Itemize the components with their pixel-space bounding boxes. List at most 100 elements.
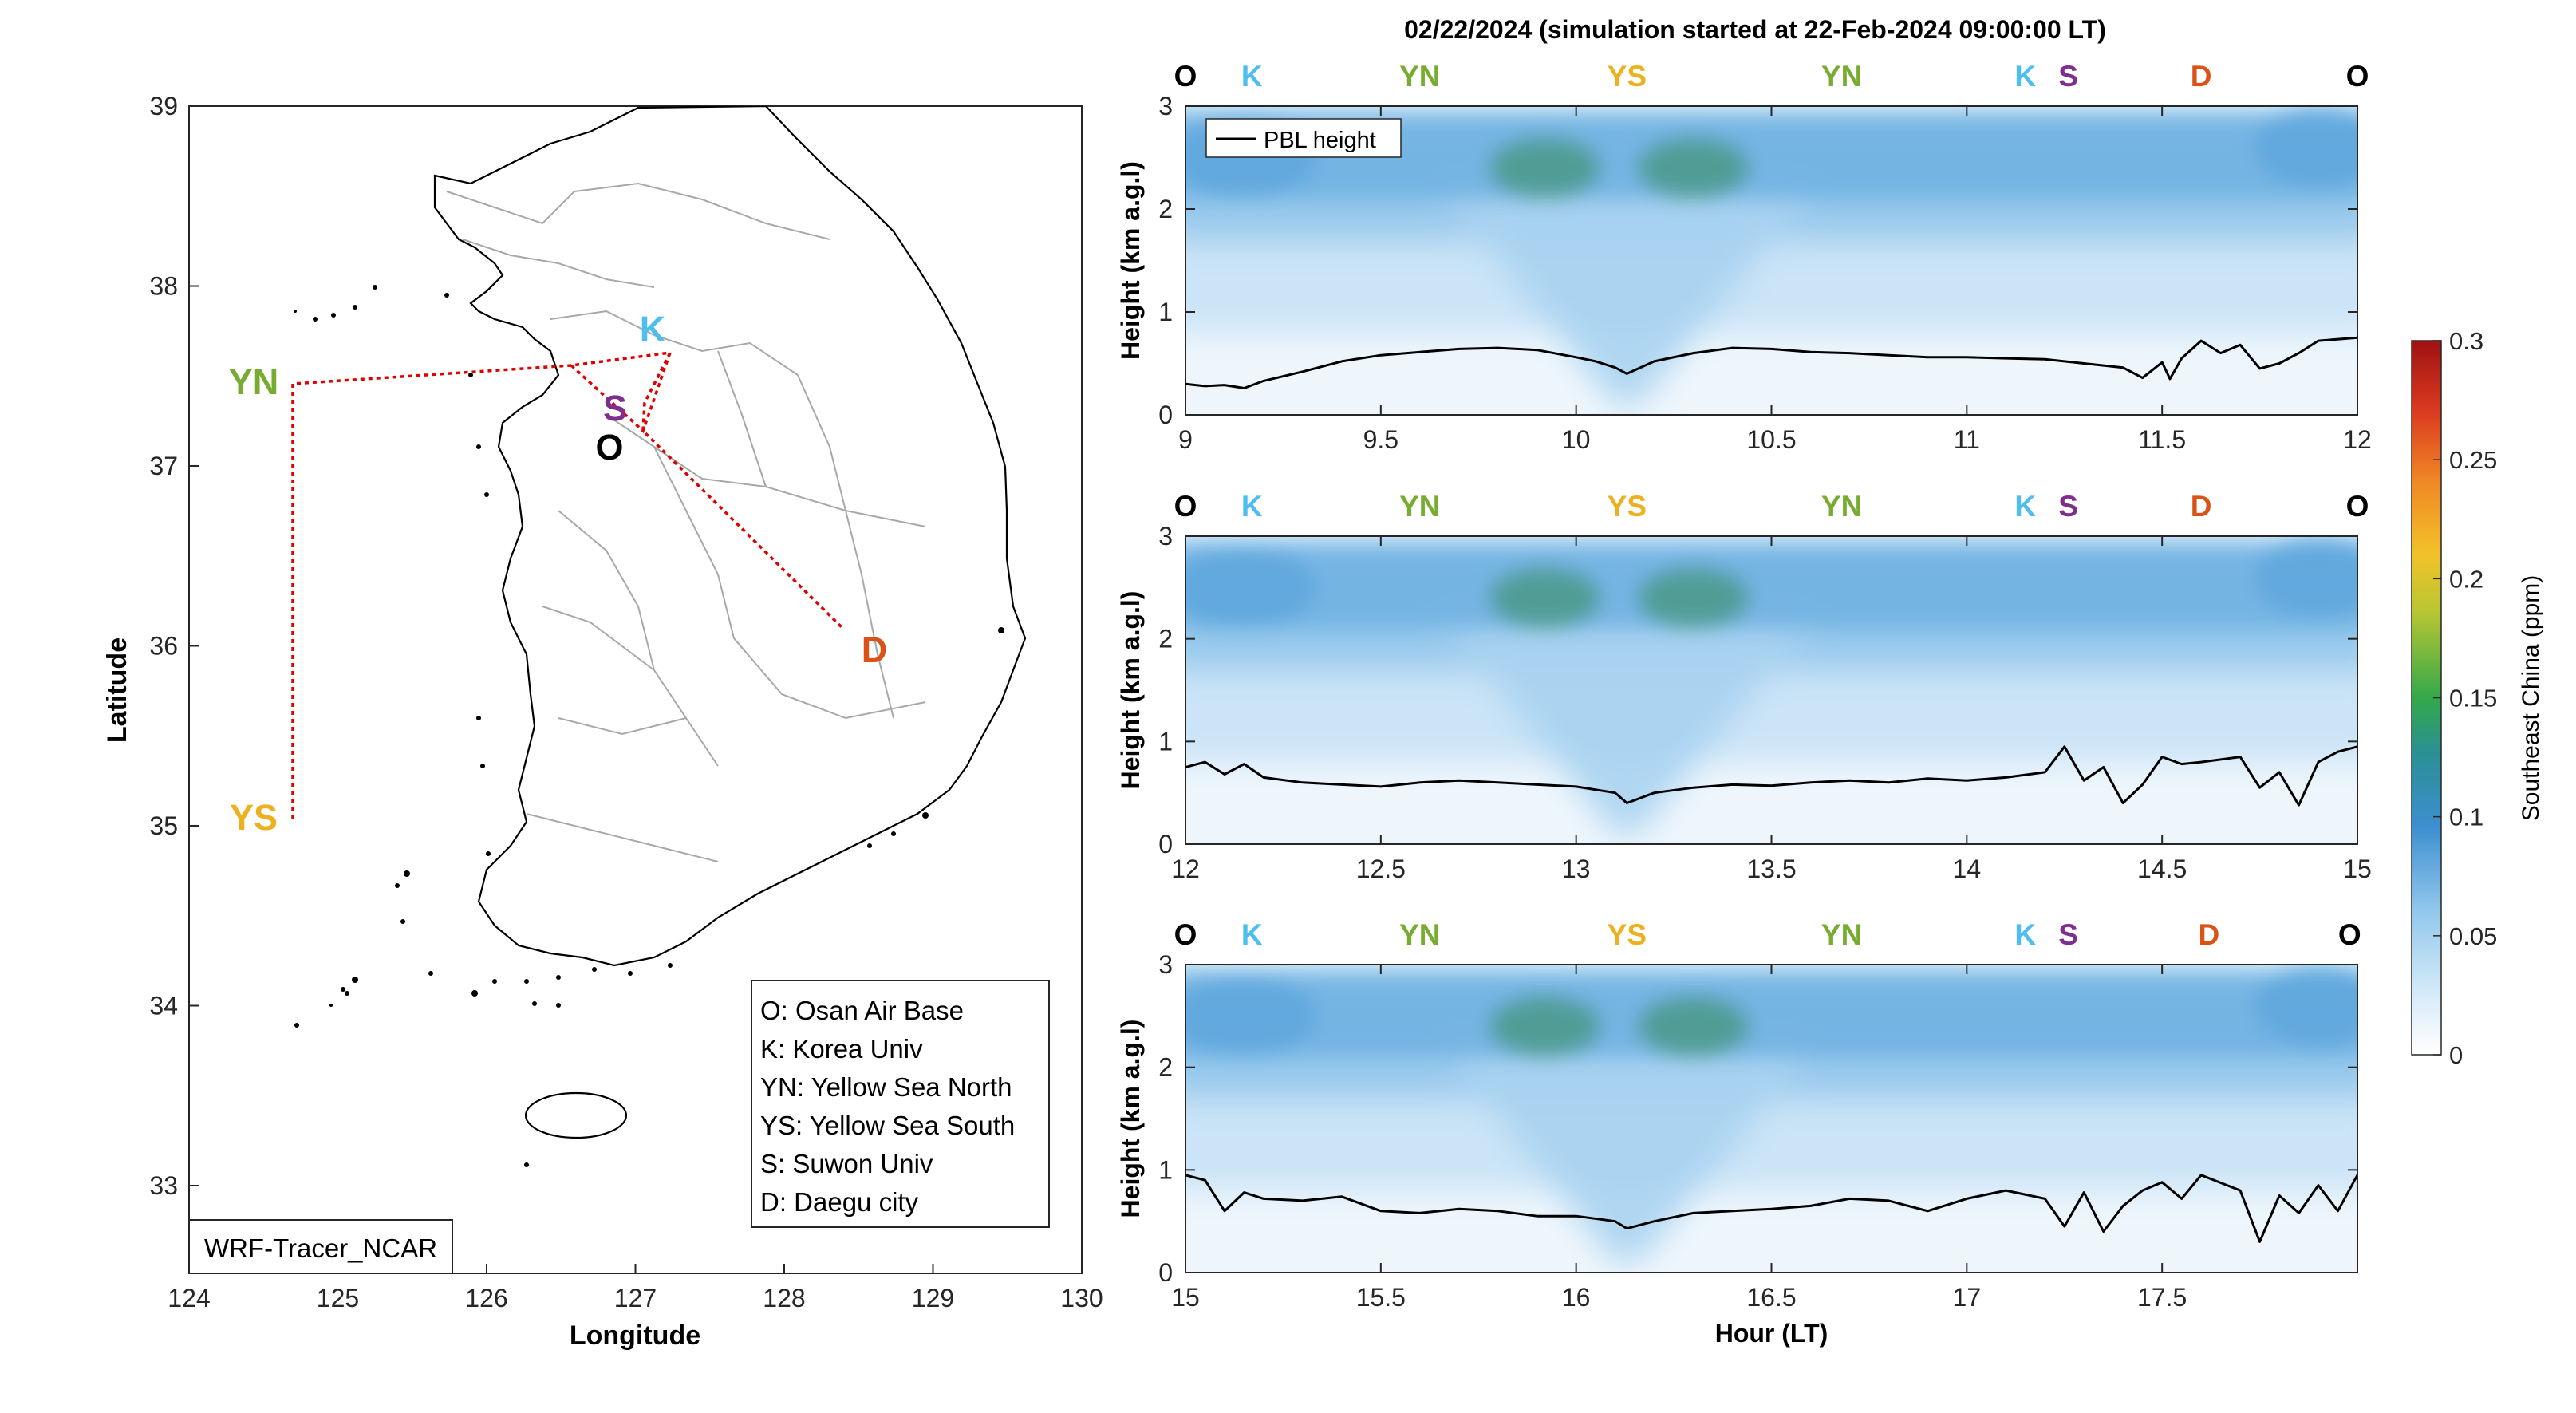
colorbar-tick-label: 0 [2449, 1041, 2463, 1069]
jeju-island [524, 1091, 628, 1139]
site-label-S: S [2058, 490, 2078, 523]
flight-track [291, 350, 846, 819]
map-panel: YN YS K S O D 124 125 126 127 128 129 130 33 34… [102, 92, 1103, 1351]
colorbar-label: Southeast China (ppm) [2518, 575, 2544, 822]
map-y-tick-label: 34 [149, 992, 178, 1020]
x-tick-label: 10.5 [1746, 425, 1796, 454]
site-label-O: O [2346, 60, 2369, 93]
x-tick-label: 12 [1171, 855, 1200, 883]
map-site-D: D [862, 630, 888, 670]
y-tick-label: 2 [1158, 195, 1173, 223]
map-site-YS: YS [230, 797, 278, 838]
map-y-tick-label: 36 [149, 632, 178, 661]
y-tick-label: 2 [1158, 1053, 1173, 1082]
map-y-axis: 33 34 35 36 37 38 39 [149, 92, 199, 1200]
y-tick-label: 0 [1158, 830, 1173, 858]
map-x-tick-label: 126 [465, 1284, 507, 1312]
site-label-O: O [2338, 918, 2361, 951]
site-label-K: K [1241, 490, 1263, 523]
map-y-tick-label: 38 [149, 272, 178, 301]
site-label-YN: YN [1399, 918, 1440, 951]
colorbar-tick-label: 0.15 [2449, 685, 2497, 712]
y-tick-label: 1 [1158, 1155, 1173, 1184]
site-label-O: O [1174, 490, 1197, 523]
site-label-D: D [2191, 60, 2212, 93]
y-tick-label: 1 [1158, 727, 1173, 756]
pbl-height-line [1185, 1174, 2357, 1243]
korea-peninsula-outline [433, 106, 1027, 967]
site-label-D: D [2199, 918, 2220, 951]
map-legend-line: D: Daegu city [760, 1187, 919, 1217]
map-y-tick-label: 37 [149, 452, 178, 480]
pbl-height-line [1185, 745, 2357, 807]
map-legend-line: O: Osan Air Base [760, 996, 964, 1025]
map-legend-line: YN: Yellow Sea North [760, 1072, 1012, 1102]
x-tick-label: 16.5 [1746, 1283, 1796, 1312]
x-tick-label: 13 [1562, 855, 1591, 883]
site-label-YN: YN [1821, 490, 1862, 523]
site-label-YN: YN [1399, 60, 1440, 93]
colorbar-tick-label: 0.2 [2449, 565, 2483, 593]
x-tick-label: 10 [1562, 425, 1591, 454]
colorbar-tick-label: 0.25 [2449, 446, 2497, 474]
y-tick-label: 2 [1158, 625, 1173, 653]
site-label-YS: YS [1608, 918, 1647, 951]
site-label-K: K [1241, 918, 1263, 951]
model-label: WRF-Tracer_NCAR [204, 1233, 437, 1263]
map-legend-box [751, 980, 1050, 1228]
y-axis-label: Height (km a.g.l) [1116, 1020, 1145, 1218]
map-site-YN: YN [229, 361, 279, 402]
legend-label: PBL height [1264, 128, 1376, 153]
inner-borders [446, 182, 926, 862]
x-tick-label: 17.5 [2137, 1283, 2187, 1312]
colorbar: 0 0.05 0.1 0.15 0.2 0.25 0.3 Southeast China (… [2411, 327, 2544, 1069]
map-x-tick-label: 130 [1060, 1284, 1103, 1312]
site-label-K: K [2014, 918, 2036, 951]
map-x-tick-label: 128 [763, 1284, 805, 1312]
map-x-tick-label: 127 [614, 1284, 657, 1312]
map-legend-line: K: Korea Univ [760, 1034, 923, 1064]
site-label-S: S [2058, 918, 2078, 951]
pbl-height-line [1185, 336, 2357, 389]
flight-track-line [291, 350, 846, 819]
x-tick-label: 9 [1178, 425, 1193, 454]
x-tick-label: 14.5 [2137, 855, 2187, 883]
site-label-D: D [2191, 490, 2212, 523]
site-label-O: O [1174, 918, 1197, 951]
site-label-S: S [2058, 60, 2078, 93]
site-label-O: O [2346, 490, 2369, 523]
y-axis-label: Height (km a.g.l) [1116, 591, 1145, 790]
map-x-tick-label: 125 [317, 1284, 359, 1312]
y-axis-label: Height (km a.g.l) [1116, 161, 1145, 360]
colorbar-tick-label: 0.3 [2449, 327, 2483, 355]
flight-track-return [570, 352, 672, 434]
x-tick-label: 11.5 [2138, 425, 2186, 454]
tracer-field [1185, 536, 2357, 844]
map-y-tick-label: 39 [149, 92, 178, 120]
x-tick-label: 9.5 [1363, 425, 1398, 454]
figure-title: 02/22/2024 (simulation started at 22-Feb… [1404, 15, 2106, 44]
colorbar-ticks: 0 0.05 0.1 0.15 0.2 0.25 0.3 [2433, 327, 2497, 1069]
site-label-O: O [1174, 60, 1197, 93]
x-tick-label: 11 [1954, 425, 1980, 454]
y-tick-label: 0 [1158, 1258, 1173, 1287]
x-tick-label: 12.5 [1356, 855, 1406, 883]
site-label-K: K [2014, 60, 2036, 93]
site-label-K: K [1241, 60, 1263, 93]
map-site-O: O [595, 427, 623, 468]
map-x-tick-label: 124 [168, 1284, 210, 1312]
tracer-field [1185, 965, 2357, 1273]
map-legend-line: YS: Yellow Sea South [760, 1111, 1015, 1140]
x-tick-label: 14 [1953, 855, 1982, 883]
y-tick-label: 3 [1158, 950, 1173, 979]
colorbar-tick-label: 0.1 [2449, 803, 2483, 831]
pbl-legend: PBL height [1205, 118, 1402, 158]
map-x-tick-label: 129 [912, 1284, 954, 1312]
site-label-YS: YS [1608, 490, 1647, 523]
map-ylabel: Latitude [102, 637, 132, 743]
x-tick-label: 13.5 [1746, 855, 1796, 883]
